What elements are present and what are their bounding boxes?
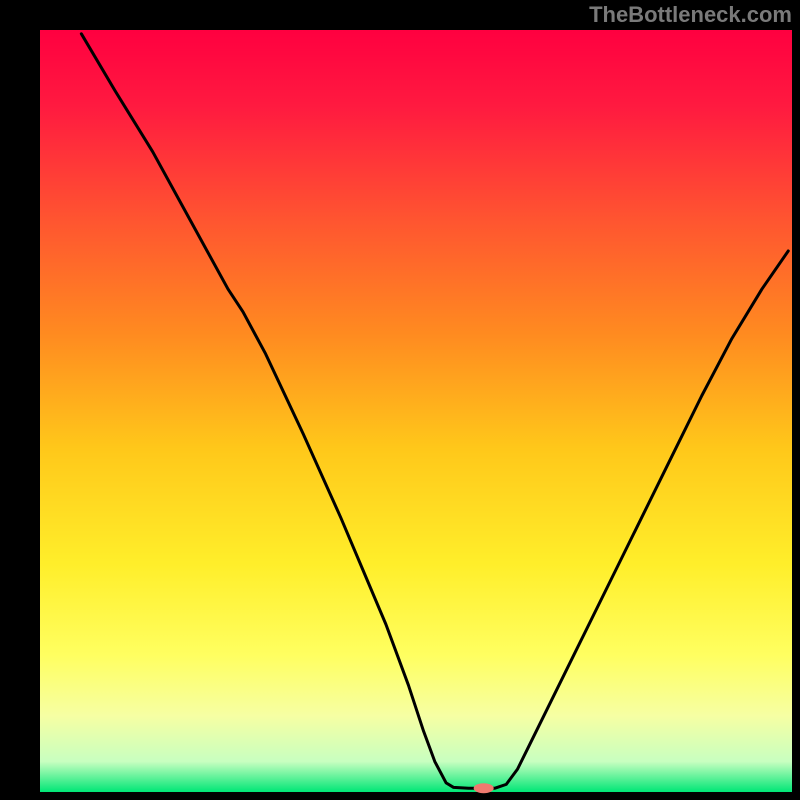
frame-left	[0, 0, 40, 800]
chart-wrapper: TheBottleneck.com	[0, 0, 800, 800]
frame-right	[792, 0, 800, 800]
watermark-text: TheBottleneck.com	[589, 2, 792, 28]
frame-bottom	[0, 792, 800, 800]
plot-background	[40, 30, 792, 792]
optimal-marker	[474, 783, 494, 793]
bottleneck-chart	[0, 0, 800, 800]
